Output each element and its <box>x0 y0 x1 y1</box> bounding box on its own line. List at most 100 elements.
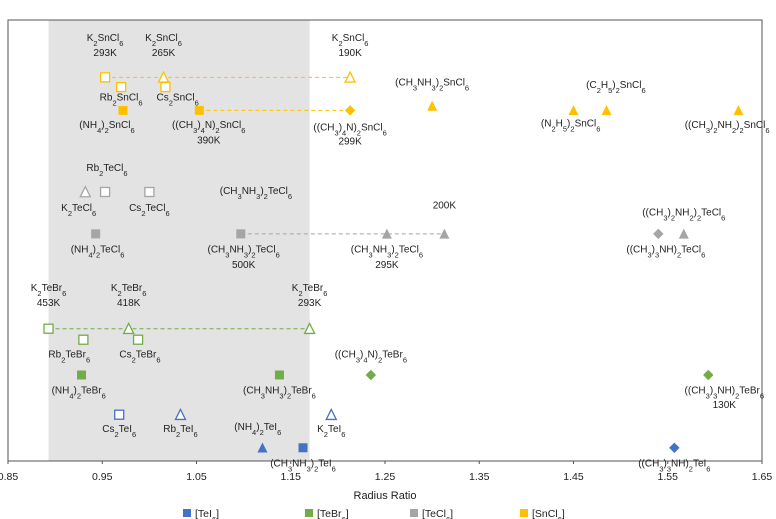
annotation-ch3nh3-2tebr6-38: (CH3NH3)2TeBr6 <box>243 386 316 401</box>
point-ch3-4n-2sncl6-7 <box>344 105 356 116</box>
point-k2tecl6-12 <box>79 185 92 198</box>
annotation-265k-3: 265K <box>152 48 176 59</box>
annotation-295k-26: 295K <box>375 260 399 271</box>
point-ch3-3nh-2tecl6-20 <box>678 228 689 239</box>
x-axis-ticks: 0.85 0.95 1.05 1.15 1.25 1.35 1.45 1.55 1.65 <box>0 461 772 483</box>
shaded-region <box>48 20 310 461</box>
annotation-453k-30: 453K <box>37 298 61 309</box>
x-axis-title: Radius Ratio <box>354 490 417 502</box>
annotation-cs2tebr6-36: Cs2TeBr6 <box>119 349 160 364</box>
x-tick-label-1: 0.95 <box>92 471 113 483</box>
point-nh4-2tebr6-26 <box>77 370 87 380</box>
annotation-cs2tei6-42: Cs2TeI6 <box>102 424 136 439</box>
x-tick-label-4: 1.25 <box>375 471 396 483</box>
annotation-ch3nh3-2tecl6-21: (CH3NH3)2TeCl6 <box>220 186 292 201</box>
point-n2h5-2sncl6-9 <box>568 105 579 116</box>
point-k2sncl6-2 <box>344 70 357 83</box>
x-tick-label-8: 1.65 <box>752 471 773 483</box>
point-ch3-3nh-2tebr6-29 <box>703 369 714 381</box>
annotation-nh4-2tebr6-37: (NH4)2TeBr6 <box>52 386 106 401</box>
legend-swatch-tecl6 <box>410 509 418 517</box>
annotation-nh4-2tei6-44: (NH4)2TeI6 <box>234 422 281 437</box>
annotation-ch3-3nh-2tebr6-40: ((CH3)3NH)2TeBr6 <box>685 386 764 401</box>
annotation-k2sncl6-4: K2SnCl6 <box>332 33 369 48</box>
point-k2tei6-34 <box>325 407 338 421</box>
point-k2tebr6-23 <box>303 321 316 335</box>
annotation-nh4-2tecl6-20: (NH4)2TeCl6 <box>71 244 125 258</box>
shaded-region-layer <box>48 20 310 461</box>
point-cs2tei6-30 <box>114 409 125 420</box>
annotation-299k-12: 299K <box>338 136 362 147</box>
point-ch3nh3-2tecl6-16 <box>236 229 246 239</box>
annotation-c2h5-2sncl6-15: (C2H5)2SnCl6 <box>586 80 646 95</box>
x-tick-label-3: 1.15 <box>281 471 302 483</box>
annotation-nh4-2sncl6-8: (NH4)2SnCl6 <box>79 120 134 135</box>
point-rb2sncl6-3 <box>115 81 127 93</box>
annotation-ch3-3nh-2tecl6-28: ((CH3)3NH)2TeCl6 <box>626 244 705 258</box>
point-k2sncl6-0 <box>99 72 111 83</box>
point-ch3nh3-2tei6-33 <box>298 443 308 453</box>
point-ch3nh3-2sncl6-8 <box>427 100 438 111</box>
annotation-ch3nh3-2tecl6-25: (CH3NH3)2TeCl6 <box>351 244 423 258</box>
annotation-k2tei6-45: K2TeI6 <box>317 424 345 439</box>
annotation-rb2tebr6-35: Rb2TeBr6 <box>48 349 90 364</box>
annotation-ch3nh3-2sncl6-13: (CH3NH3)2SnCl6 <box>395 77 469 92</box>
x-tick-label-7: 1.55 <box>658 471 679 483</box>
point-ch3-4n-2tebr6-28 <box>365 369 377 381</box>
point-rb2tei6-31 <box>174 407 187 421</box>
annotation-390k-10: 390K <box>197 135 221 146</box>
point-k2tebr6-22 <box>122 321 135 335</box>
point-c2h5-2sncl6-10 <box>601 105 612 116</box>
legend-swatch-sncl6 <box>520 509 528 517</box>
legend-swatch-tei6 <box>183 509 191 517</box>
x-tick-label-0: 0.85 <box>0 471 18 483</box>
point-rb2tebr6-24 <box>78 334 89 345</box>
legend-label-tecl6: [TeCl6] <box>422 508 453 519</box>
annotation-ch3-2nh2-2sncl6-16: ((CH3)2NH2)2SnCl6 <box>685 120 770 135</box>
annotation-layer: K2SnCl6293KK2SnCl6265KK2SnCl6190KRb2SnCl… <box>31 33 770 473</box>
point-cs2tecl6-14 <box>144 186 155 198</box>
point-nh4-2tei6-32 <box>257 442 268 453</box>
annotation-k2sncl6-2: K2SnCl6 <box>145 33 182 48</box>
annotation-ch3-2nh2-2tecl6-27: ((CH3)2NH2)2TeCl6 <box>642 207 725 222</box>
point-nh4-2sncl6-5 <box>118 105 128 115</box>
point-ch3-2nh2-2sncl6-11 <box>733 105 744 116</box>
annotation-ch3nh3-2tecl6-23: (CH3NH3)2TeCl6 <box>207 244 279 258</box>
point-ch3-2nh2-2tecl6-19 <box>653 228 664 240</box>
annotation-293k-1: 293K <box>93 48 117 59</box>
annotation-500k-24: 500K <box>232 260 256 271</box>
annotation-k2tecl6-18: K2TeCl6 <box>61 203 96 218</box>
legend: [TeI6] [TeBr6] [TeCl6] [SnCl6] <box>183 508 565 519</box>
point-cs2sncl6-4 <box>160 81 171 93</box>
point-ch3-3nh-2tei6-35 <box>669 442 680 453</box>
x-tick-label-2: 1.05 <box>186 471 207 483</box>
connector-layer <box>48 76 445 330</box>
annotation-cs2sncl6-7: Cs2SnCl6 <box>157 92 199 107</box>
annotation-190k-5: 190K <box>338 48 362 59</box>
annotation-rb2tei6-43: Rb2TeI6 <box>163 424 197 439</box>
point-k2tebr6-21 <box>43 323 54 334</box>
annotation-200k-22: 200K <box>433 201 457 212</box>
annotation-k2sncl6-0: K2SnCl6 <box>87 33 124 48</box>
marker-layer <box>43 70 744 453</box>
point-nh4-2tecl6-15 <box>91 229 101 239</box>
legend-label-sncl6: [SnCl6] <box>532 508 565 519</box>
annotation-k2tebr6-31: K2TeBr6 <box>111 283 147 298</box>
annotation-293k-34: 293K <box>298 298 322 309</box>
annotation-n2h5-2sncl6-14: (N2H5)2SnCl6 <box>541 119 601 134</box>
legend-label-tei6: [TeI6] <box>195 508 219 519</box>
annotation-rb2sncl6-6: Rb2SnCl6 <box>100 92 143 107</box>
annotation-k2tebr6-29: K2TeBr6 <box>31 283 67 298</box>
annotation-ch3-3nh-2tei6-47: ((CH3)3NH)2TeI6 <box>638 459 710 474</box>
annotation-130k-41: 130K <box>713 400 737 411</box>
point-ch3nh3-2tecl6-17 <box>381 228 392 239</box>
x-tick-label-6: 1.45 <box>563 471 584 483</box>
legend-swatch-tebr6 <box>305 509 313 517</box>
annotation-ch3nh3-2tei6-46: (CH3NH3)2TeI6 <box>270 459 336 474</box>
legend-label-tebr6: [TeBr6] <box>317 508 349 519</box>
point-ch3nh3-2tebr6-27 <box>274 370 284 380</box>
annotation-ch3-4n-2tebr6-39: ((CH3)4N)2TeBr6 <box>335 349 407 364</box>
point-cs2tebr6-25 <box>132 334 144 345</box>
point-ch3-4n-2sncl6-6 <box>194 105 204 115</box>
point-rb2tecl6-13 <box>99 186 111 198</box>
